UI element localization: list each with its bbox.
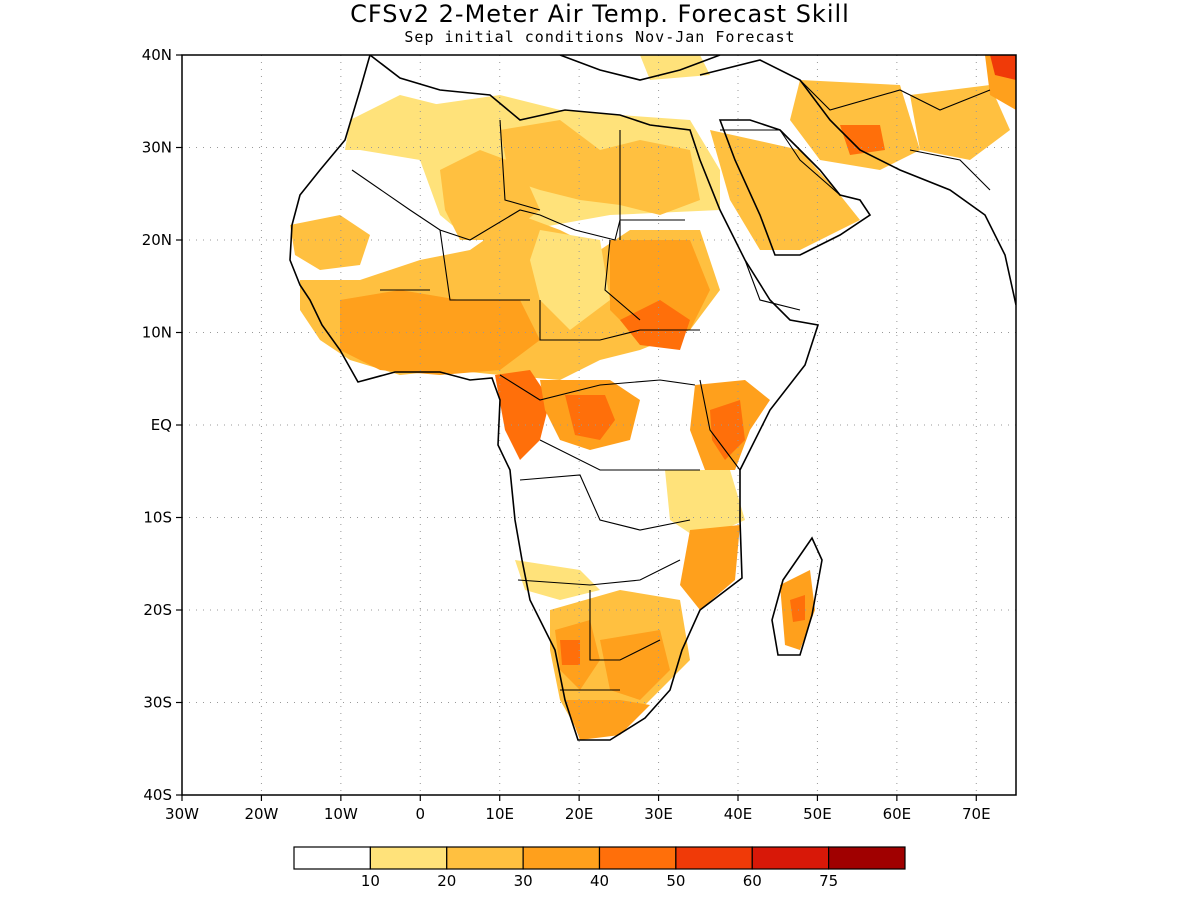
lon-tick-label: 50E	[803, 805, 832, 823]
skill-shade-sahel-yellow	[530, 230, 610, 330]
skill-shade-pakistan-hot	[990, 55, 1016, 80]
skill-shade-libya-egypt	[500, 120, 700, 215]
skill-shade-congo-core	[565, 395, 615, 440]
legend-swatch	[446, 846, 524, 870]
legend-label: 60	[743, 872, 762, 890]
legend-label: 30	[514, 872, 533, 890]
lat-lon-grid	[182, 55, 1016, 795]
lon-tick-label: 10W	[324, 805, 358, 823]
skill-shade-mediterranean-north	[640, 55, 710, 80]
lon-tick-label: 10E	[485, 805, 514, 823]
lon-tick-label: 60E	[883, 805, 912, 823]
lat-tick-label: 20N	[142, 231, 172, 249]
skill-shade-madagascar-hot	[790, 595, 805, 622]
lon-tick-label: 0	[416, 805, 426, 823]
legend-label: 10	[361, 872, 380, 890]
skill-shade-namibia-hot	[560, 640, 580, 665]
legend-label: 75	[819, 872, 838, 890]
skill-shade-angola	[515, 560, 600, 600]
europe-coastline	[559, 55, 721, 81]
lat-tick-label: 20S	[143, 601, 172, 619]
skill-shade-mali-niger	[440, 150, 540, 240]
lat-tick-label: 30S	[143, 694, 172, 712]
skill-shade-west-africa	[340, 290, 540, 375]
skill-shade-kenya	[710, 400, 745, 460]
map-title: CFSv2 2-Meter Air Temp. Forecast Skill	[350, 0, 850, 28]
legend-swatch	[293, 846, 371, 870]
skill-shade-south-sudan	[620, 300, 690, 350]
lat-tick-label: EQ	[151, 416, 172, 434]
mideast-coastline	[699, 59, 1016, 306]
legend-swatch	[598, 846, 677, 870]
latitude-ticks: 40N 30N 20N 10N EQ 10S 20S 30S 40S	[142, 46, 182, 804]
arabia-coastline	[718, 119, 872, 256]
lon-tick-label: 20W	[244, 805, 278, 823]
lon-tick-label: 40E	[724, 805, 753, 823]
legend-swatch	[751, 846, 830, 870]
madagascar-coastline	[771, 536, 823, 656]
legend-swatch	[675, 846, 753, 870]
lat-tick-label: 10N	[142, 324, 172, 342]
skill-shade-arabia	[710, 130, 860, 250]
skill-shade-botswana-rsa	[600, 630, 670, 700]
legend-label: 40	[590, 872, 609, 890]
map-subtitle: Sep initial conditions Nov-Jan Forecast	[404, 28, 796, 46]
longitude-ticks: 30W 20W 10W 0 10E 20E 30E 40E 50E 60E 70E	[165, 795, 991, 823]
skill-shade-morocco	[345, 95, 440, 150]
lon-tick-label: 30E	[644, 805, 673, 823]
lat-tick-label: 40S	[143, 786, 172, 804]
color-legend: 10 20 30 40 50 60 75	[293, 846, 906, 890]
legend-label: 50	[666, 872, 685, 890]
lat-tick-label: 40N	[142, 46, 172, 64]
country-borders	[351, 79, 991, 691]
africa-coastline	[289, 55, 820, 741]
lat-tick-label: 30N	[142, 139, 172, 157]
skill-shade-tanzania	[665, 470, 745, 540]
legend-swatch	[369, 846, 448, 870]
skill-shade-cameroon-gabon	[495, 370, 550, 460]
skill-shade-afghan	[910, 85, 1010, 160]
lon-tick-label: 20E	[565, 805, 594, 823]
skill-shade-mauritania	[290, 215, 370, 270]
lat-tick-label: 10S	[143, 509, 172, 527]
legend-swatch	[828, 846, 906, 870]
coastlines	[289, 55, 1016, 741]
skill-shading	[290, 55, 1016, 740]
skill-shade-iran-hot	[840, 125, 885, 155]
legend-swatch	[522, 846, 601, 870]
lon-tick-label: 70E	[962, 805, 991, 823]
lon-tick-label: 30W	[165, 805, 199, 823]
skill-shade-cape	[565, 700, 650, 740]
legend-label: 20	[437, 872, 456, 890]
skill-shade-mozambique	[680, 525, 740, 610]
